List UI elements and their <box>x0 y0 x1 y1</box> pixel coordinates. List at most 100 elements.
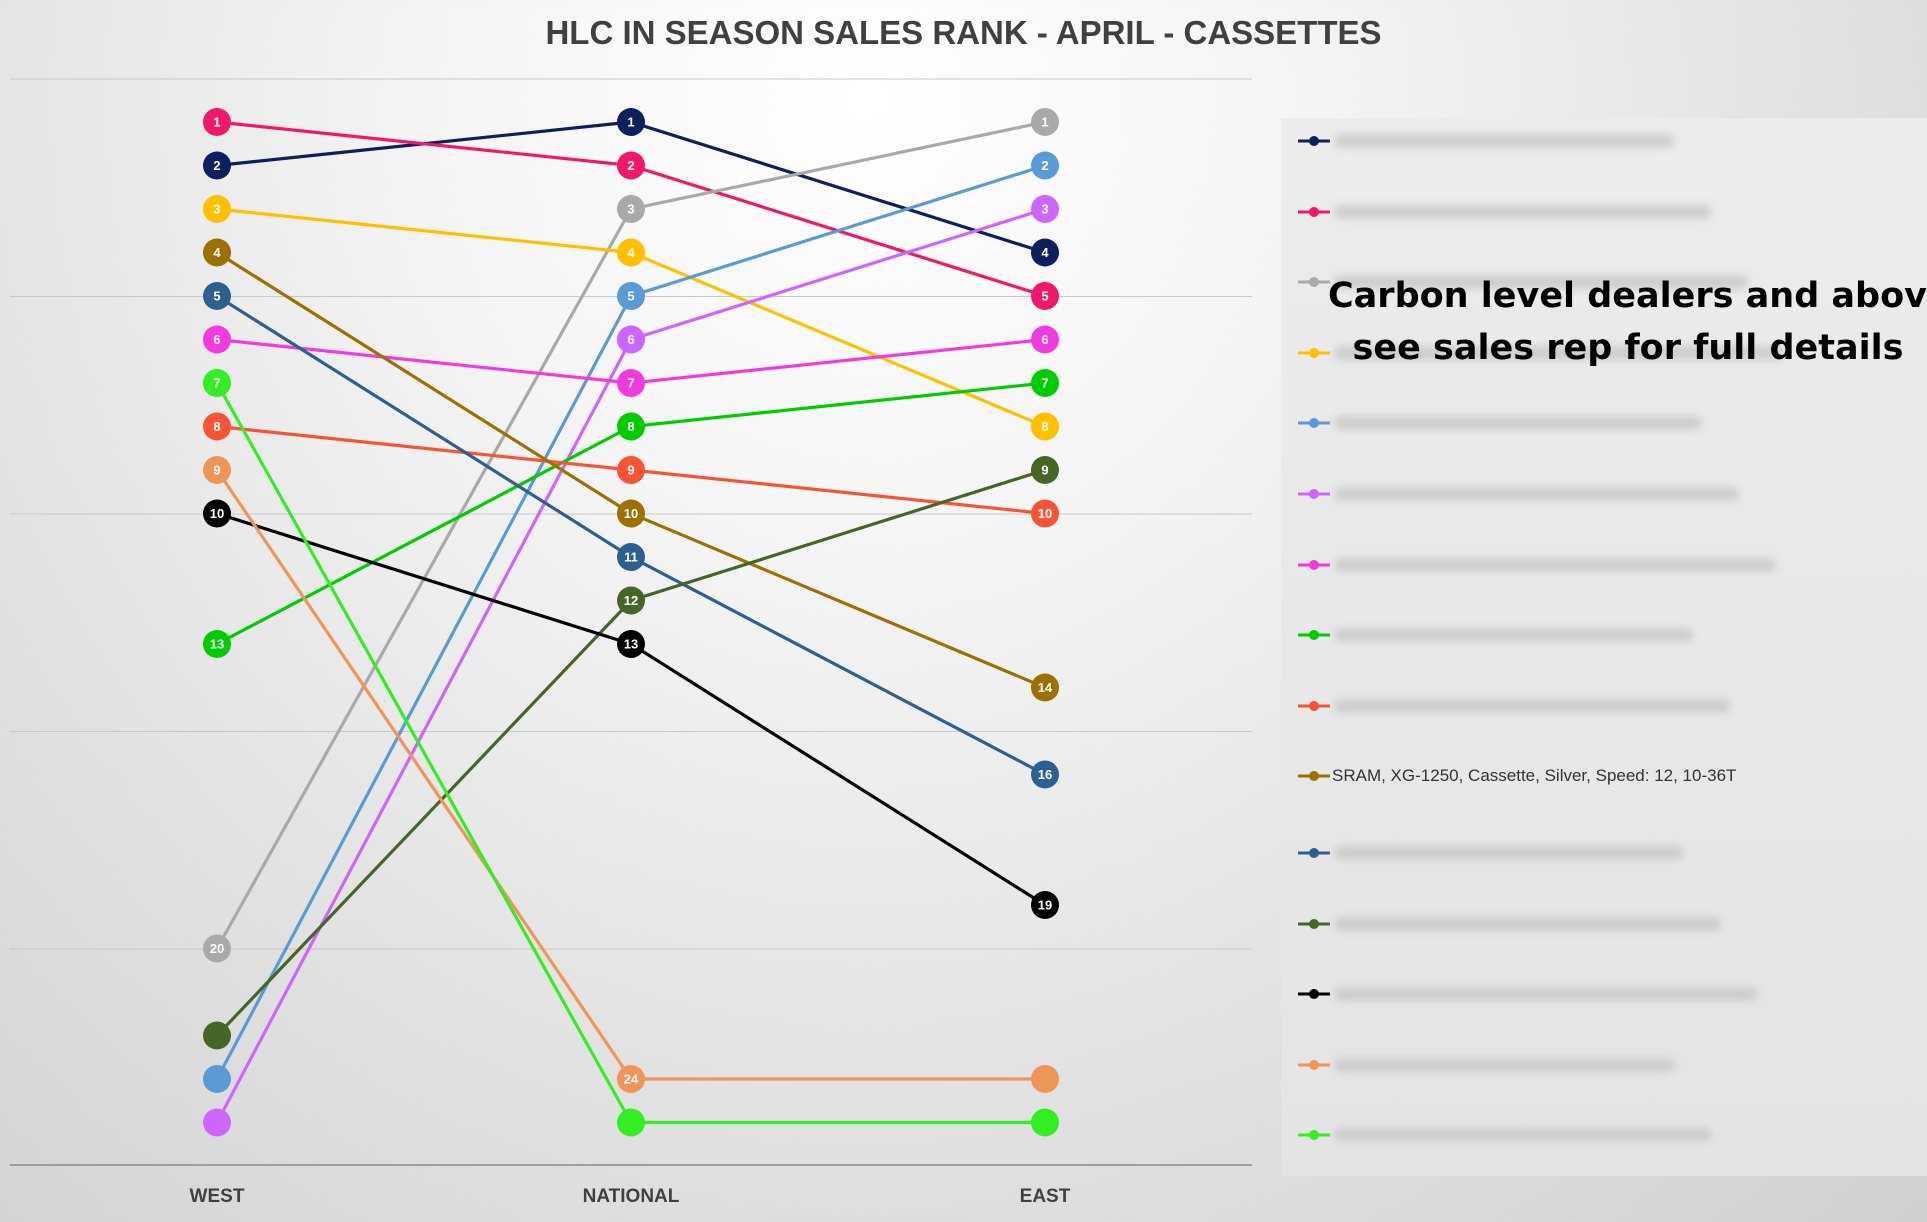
legend-marker <box>1298 1130 1330 1140</box>
legend-entry <box>1296 696 1916 716</box>
legend-dot <box>1309 136 1319 146</box>
legend-label-redacted <box>1334 699 1730 713</box>
legend-marker <box>1298 489 1330 499</box>
legend-marker <box>1298 348 1330 358</box>
data-point <box>1031 282 1059 310</box>
data-point <box>617 108 645 136</box>
legend-entry <box>1296 984 1916 1004</box>
data-point <box>617 499 645 528</box>
data-label: 10 <box>624 506 638 521</box>
data-point <box>1031 325 1059 354</box>
legend-entry <box>1296 625 1916 645</box>
legend-dot <box>1309 630 1319 640</box>
legend-entry <box>1296 484 1916 504</box>
data-label: 8 <box>1041 419 1048 434</box>
legend-entry: SRAM, XG-1250, Cassette, Silver, Speed: … <box>1296 766 1916 786</box>
legend-marker <box>1298 560 1330 570</box>
data-label: 1 <box>213 115 220 130</box>
data-point <box>1031 760 1059 789</box>
data-label: 2 <box>213 158 220 173</box>
data-point <box>203 630 231 658</box>
legend-dot <box>1309 919 1319 929</box>
data-point <box>203 1065 231 1093</box>
legend-entry <box>1296 202 1916 222</box>
data-label: 6 <box>213 332 220 347</box>
legend-label-redacted <box>1334 917 1721 931</box>
legend-marker <box>1298 1060 1330 1070</box>
data-label: 5 <box>213 289 220 304</box>
overlay-line-2: see sales rep for full details <box>1352 328 1904 368</box>
legend-dot <box>1309 560 1319 570</box>
data-label: 4 <box>627 245 635 260</box>
data-point <box>203 1021 231 1050</box>
legend-entry <box>1296 272 1916 292</box>
data-point <box>1031 891 1059 919</box>
data-label: 14 <box>1038 680 1053 695</box>
legend-marker <box>1298 418 1330 428</box>
data-label: 2 <box>627 158 634 173</box>
legend-label-redacted <box>1334 846 1684 860</box>
x-tick-label: NATIONAL <box>583 1186 680 1207</box>
data-point <box>617 586 645 615</box>
data-point <box>203 151 231 180</box>
legend-marker <box>1298 919 1330 929</box>
legend-dot <box>1309 418 1319 428</box>
data-label: 5 <box>627 289 634 304</box>
legend-entry <box>1296 413 1916 433</box>
legend-dot <box>1309 1130 1319 1140</box>
data-label: 11 <box>624 550 638 565</box>
legend-marker <box>1298 848 1330 858</box>
data-point <box>617 630 645 658</box>
legend-marker <box>1298 630 1330 640</box>
data-label: 8 <box>627 419 634 434</box>
data-point <box>203 1108 231 1137</box>
x-tick-label: EAST <box>1020 1186 1071 1207</box>
legend-marker <box>1298 136 1330 146</box>
data-point <box>617 282 645 310</box>
legend-marker <box>1298 207 1330 217</box>
chart-title: HLC IN SEASON SALES RANK - APRIL - CASSE… <box>545 14 1382 51</box>
data-point <box>203 195 231 223</box>
legend-label-redacted <box>1334 205 1711 219</box>
data-point <box>617 325 645 354</box>
legend-label-redacted <box>1334 487 1739 501</box>
data-label: 1 <box>1041 115 1048 130</box>
data-point <box>1031 369 1059 397</box>
legend-entry <box>1296 555 1916 575</box>
legend-dot <box>1309 989 1319 999</box>
data-point <box>1031 673 1059 702</box>
data-point <box>203 325 231 354</box>
data-label: 1 <box>627 115 634 130</box>
series-line <box>216 120 1046 255</box>
data-point <box>1031 151 1059 180</box>
data-point <box>617 369 645 397</box>
data-label: 7 <box>627 376 634 391</box>
legend-label-redacted <box>1334 1128 1712 1142</box>
data-label: 7 <box>213 376 220 391</box>
data-point <box>617 238 645 267</box>
series-lines <box>215 120 1046 1125</box>
data-label: 6 <box>1041 332 1048 347</box>
data-point <box>1031 499 1059 528</box>
data-point <box>203 108 231 136</box>
data-point <box>617 1108 645 1137</box>
legend-dot <box>1309 207 1319 217</box>
series-line <box>215 382 1045 1125</box>
data-point <box>203 282 231 310</box>
x-axis: WEST NATIONAL EAST <box>190 1186 1071 1207</box>
legend-marker <box>1298 989 1330 999</box>
overlay-line-1: Carbon level dealers and above <box>1328 276 1927 316</box>
legend-label: SRAM, XG-1250, Cassette, Silver, Speed: … <box>1332 766 1737 785</box>
data-label: 24 <box>624 1072 639 1087</box>
data-label: 3 <box>627 202 634 217</box>
legend-entry <box>1296 131 1916 151</box>
legend-dot <box>1309 848 1319 858</box>
restricted-overlay: Carbon level dealers and above see sales… <box>1328 270 1927 374</box>
data-label: 9 <box>627 463 634 478</box>
data-point <box>617 151 645 180</box>
data-point <box>1031 238 1059 267</box>
data-label: 16 <box>1038 767 1052 782</box>
legend-entry <box>1296 914 1916 934</box>
data-point <box>1031 1108 1059 1137</box>
data-point <box>617 543 645 571</box>
